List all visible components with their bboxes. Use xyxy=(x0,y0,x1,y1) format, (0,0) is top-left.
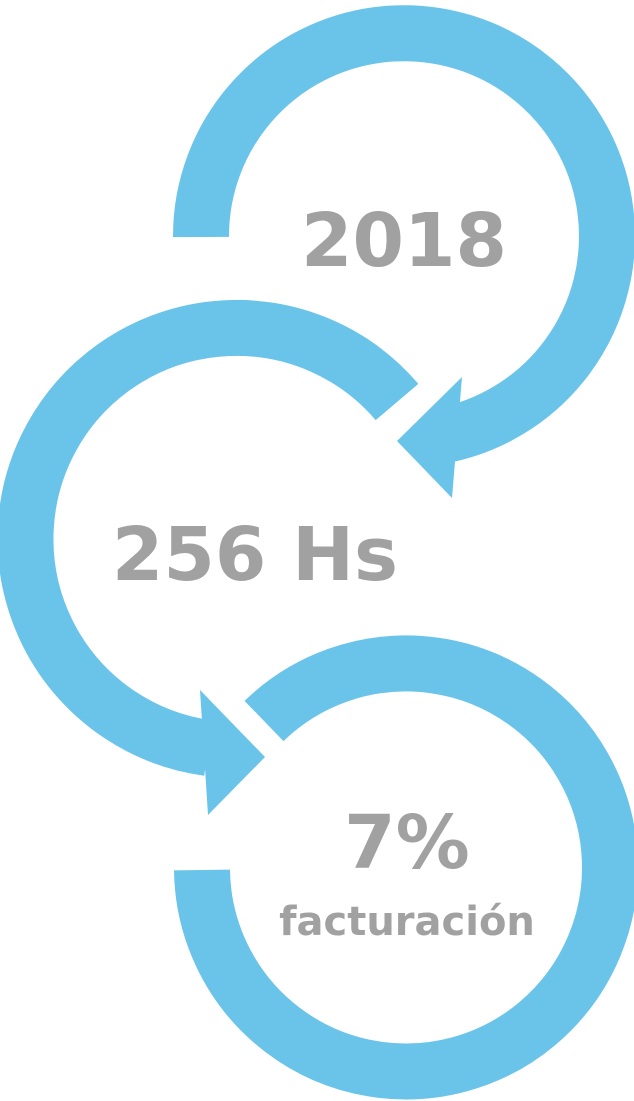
cycle-1-value: 2018 xyxy=(301,198,507,284)
ring-3-arc xyxy=(174,635,634,1100)
ring-2-arrowhead xyxy=(200,690,265,815)
cycle-3-value: 7% xyxy=(344,800,470,886)
ring-1-arc xyxy=(172,5,634,464)
ring-1-arrowhead xyxy=(397,377,462,498)
cycle-ring-1 xyxy=(172,5,634,498)
cycle-ring-2 xyxy=(0,299,419,815)
ring-2-arc xyxy=(0,299,419,776)
cycle-3-caption: facturación xyxy=(279,899,535,945)
cycle-2-value: 256 Hs xyxy=(112,512,398,598)
cycle-ring-3 xyxy=(174,635,634,1100)
